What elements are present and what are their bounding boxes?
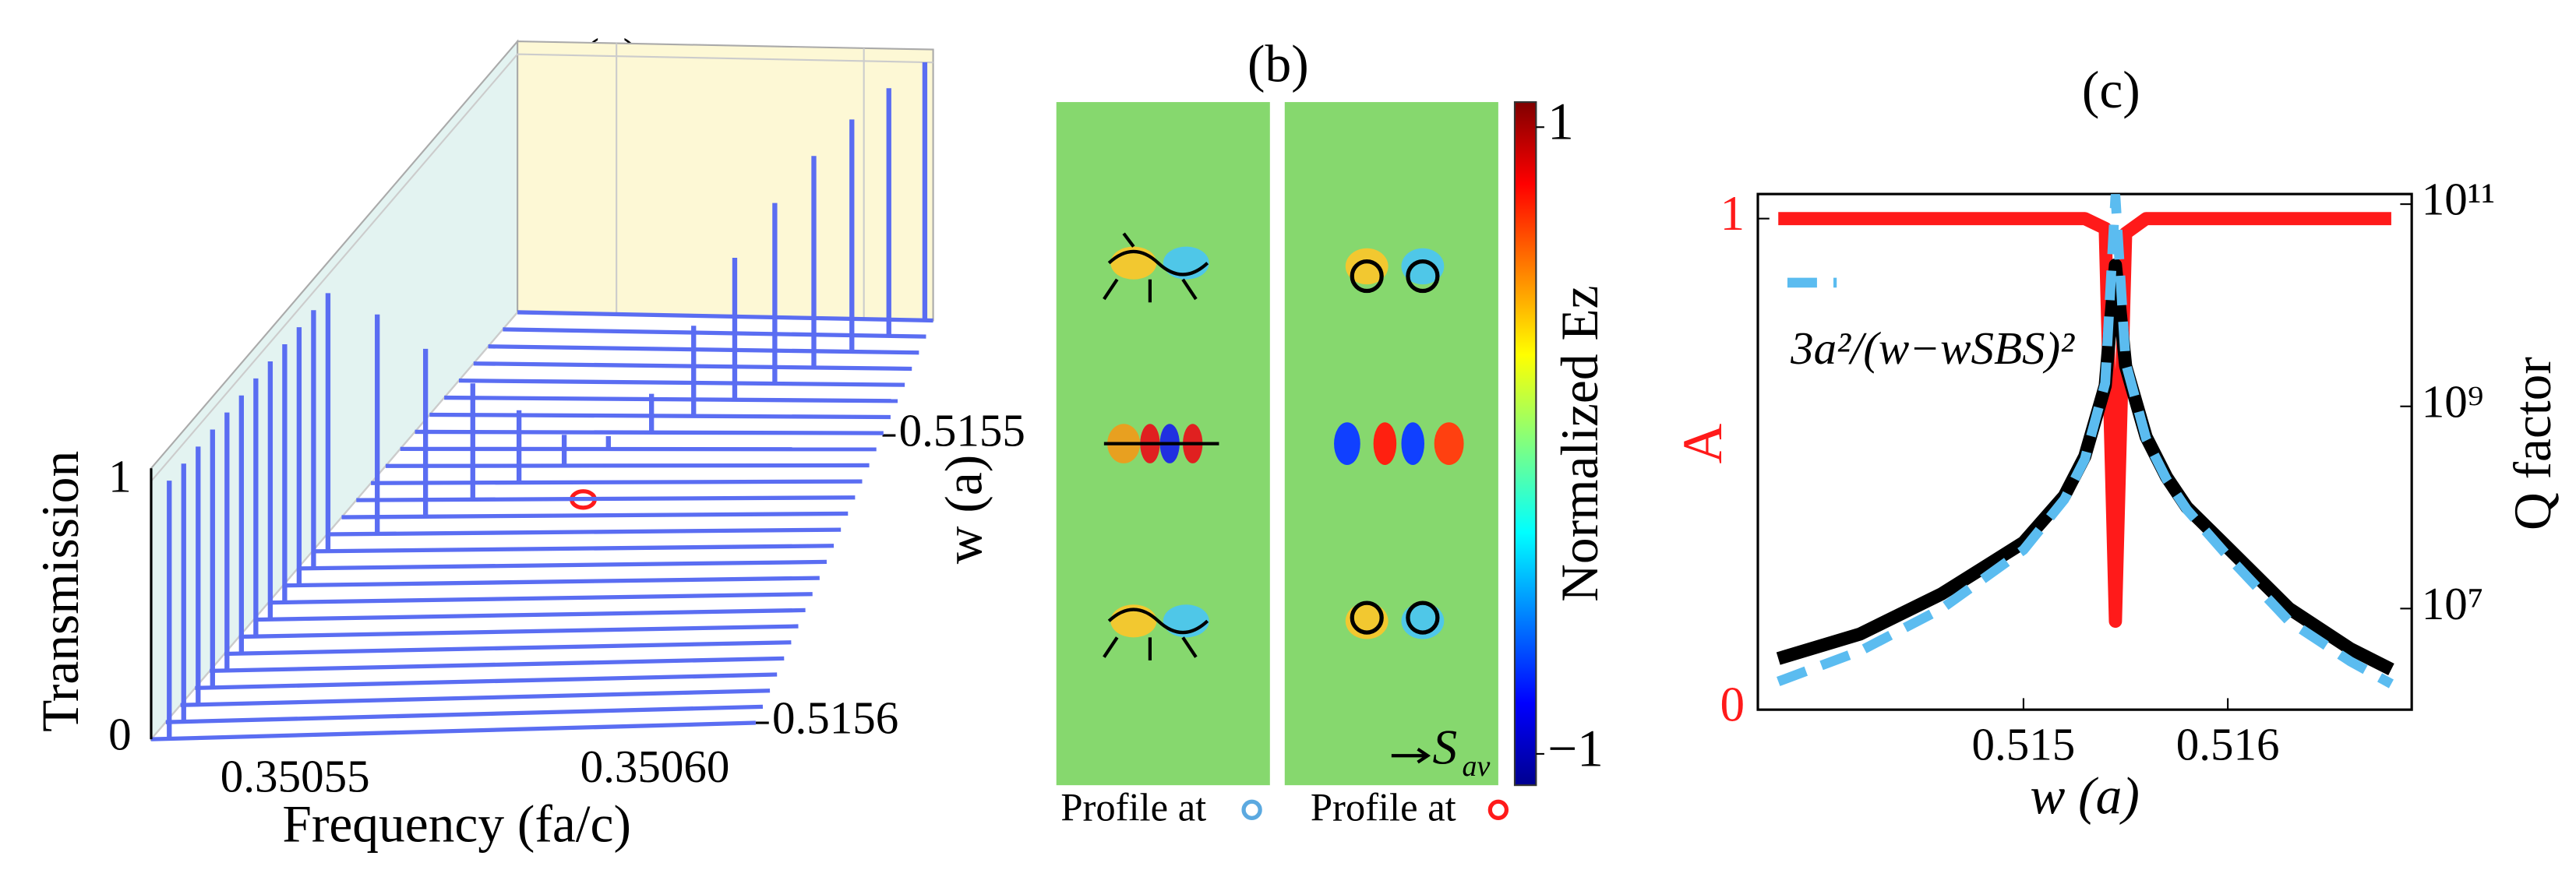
panel-label: (b) (1247, 34, 1309, 93)
y-tick-label: 1 (1720, 186, 1745, 241)
field-images (1056, 102, 1509, 820)
row-line (238, 624, 799, 639)
y-axis-label: w (a) (934, 455, 993, 564)
x-tick-label: 0.515 (1972, 718, 2076, 770)
row-line (283, 576, 820, 588)
y2-tick-label: 10¹¹ (2422, 174, 2495, 225)
colorbar-tick-label: 1 (1547, 93, 1574, 151)
x-axis-label: Frequency (fa/c) (282, 795, 631, 854)
row-line (298, 559, 827, 571)
legend-label: 3a²/(w−wSBS)² (1790, 322, 2075, 374)
row-line (312, 544, 835, 554)
x-axis-label: w (a) (2030, 767, 2140, 826)
arrow-label-sub: av (1462, 750, 1490, 783)
x-tick-label: 0.35055 (221, 751, 370, 802)
panel-label: (c) (2082, 61, 2140, 119)
row-line (503, 327, 926, 339)
z-tick-label: 1 (108, 450, 132, 502)
y2-tick-label: 10⁷ (2422, 578, 2484, 629)
row-line (150, 720, 756, 741)
caption: Profile at (1060, 786, 1206, 829)
row-line (165, 704, 764, 724)
z-tick-label: 0 (108, 709, 132, 760)
row-line (488, 344, 919, 355)
row-line (268, 592, 813, 605)
row-line (253, 608, 806, 622)
colorbar (1513, 101, 1537, 787)
y-tick-label: 0.5155 (899, 405, 1025, 456)
colorbar-tick-label: −1 (1547, 719, 1604, 777)
y2-tick-label: 10⁹ (2422, 375, 2484, 427)
plot-area (1776, 194, 2394, 689)
row-line (356, 495, 856, 502)
row-line (195, 672, 778, 690)
row-line (385, 463, 870, 468)
y-axis-label: A (1671, 423, 1734, 463)
caption: Profile at (1311, 786, 1456, 829)
row-line (429, 412, 891, 420)
x-tick-label: 0.35060 (580, 741, 730, 792)
z-axis-label: Transmission (31, 451, 90, 732)
plot-frame (1756, 192, 2413, 711)
row-line (341, 511, 849, 519)
y2-axis-label: Q factor (2504, 357, 2562, 530)
row-line (224, 640, 792, 657)
grid-line (150, 53, 933, 482)
row-line (444, 395, 898, 403)
y-tick-label: 0.5156 (772, 692, 898, 744)
arrow-label: S (1433, 720, 1458, 775)
back-wall (517, 40, 934, 322)
row-line (180, 689, 771, 707)
field-left (1103, 232, 1219, 660)
row-line (326, 527, 842, 537)
row-line (210, 656, 785, 674)
x-tick-label: 0.516 (2176, 718, 2280, 770)
y-tick-label: 0 (1720, 678, 1745, 732)
series-line (1778, 212, 2391, 629)
row-line (517, 310, 933, 323)
row-line (458, 379, 905, 387)
series-line (1776, 258, 2394, 676)
colorbar-label: Normalized Ez (1551, 285, 1609, 601)
row-line (371, 479, 863, 485)
field-right (1334, 248, 1464, 639)
series-line (1777, 194, 2394, 689)
